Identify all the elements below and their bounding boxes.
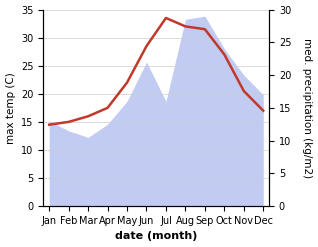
X-axis label: date (month): date (month)	[115, 231, 197, 242]
Y-axis label: max temp (C): max temp (C)	[5, 72, 16, 144]
Y-axis label: med. precipitation (kg/m2): med. precipitation (kg/m2)	[302, 38, 313, 178]
